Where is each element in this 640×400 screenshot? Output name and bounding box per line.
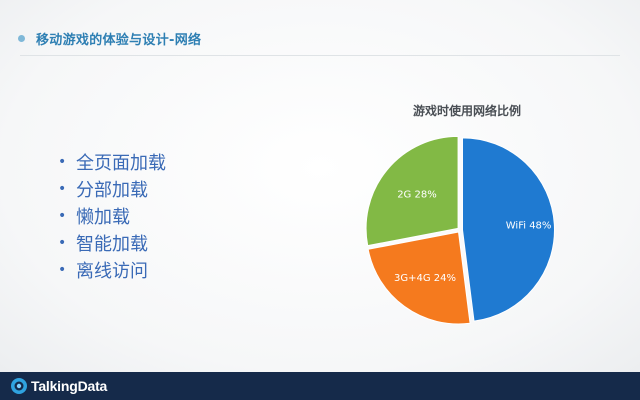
footer-bar: TalkingData	[0, 372, 640, 400]
slide-header: 移动游戏的体验与设计-网络	[18, 28, 201, 48]
list-item-label: 全页面加载	[76, 152, 166, 174]
list-item-label: 离线访问	[76, 260, 148, 282]
list-item: • 懒加载	[58, 202, 166, 229]
bullet-icon: •	[58, 207, 67, 224]
bullet-icon: •	[58, 261, 67, 278]
chart-title: 游戏时使用网络比例	[412, 104, 521, 118]
list-item-label: 分部加载	[76, 179, 148, 201]
slice-label: 2G 28%	[397, 189, 437, 200]
pie-slice	[461, 137, 555, 322]
pie-chart: WiFi 48% 3G+4G 24% 2G 28%	[365, 135, 555, 325]
bullet-icon: •	[58, 180, 67, 197]
logo-mark-icon	[11, 378, 27, 394]
header-divider	[20, 55, 620, 56]
list-item: • 分部加载	[58, 175, 166, 202]
loading-methods-list: • 全页面加载 • 分部加载 • 懒加载 • 智能加载 • 离线访问	[58, 148, 166, 283]
bullet-icon: •	[58, 153, 67, 170]
pie-slice	[365, 135, 459, 247]
list-item-label: 懒加载	[76, 206, 130, 228]
list-item: • 离线访问	[58, 256, 166, 283]
list-item: • 智能加载	[58, 229, 166, 256]
list-item: • 全页面加载	[58, 148, 166, 175]
logo-text: TalkingData	[31, 378, 108, 394]
slice-label: 3G+4G 24%	[394, 273, 456, 284]
pie-slice	[367, 231, 471, 325]
talkingdata-logo: TalkingData	[10, 377, 107, 395]
slide-title: 移动游戏的体验与设计-网络	[36, 32, 202, 48]
bullet-icon: •	[58, 234, 67, 251]
list-item-label: 智能加载	[76, 233, 148, 255]
slice-label: WiFi 48%	[506, 221, 552, 232]
header-dot-icon	[18, 34, 25, 42]
